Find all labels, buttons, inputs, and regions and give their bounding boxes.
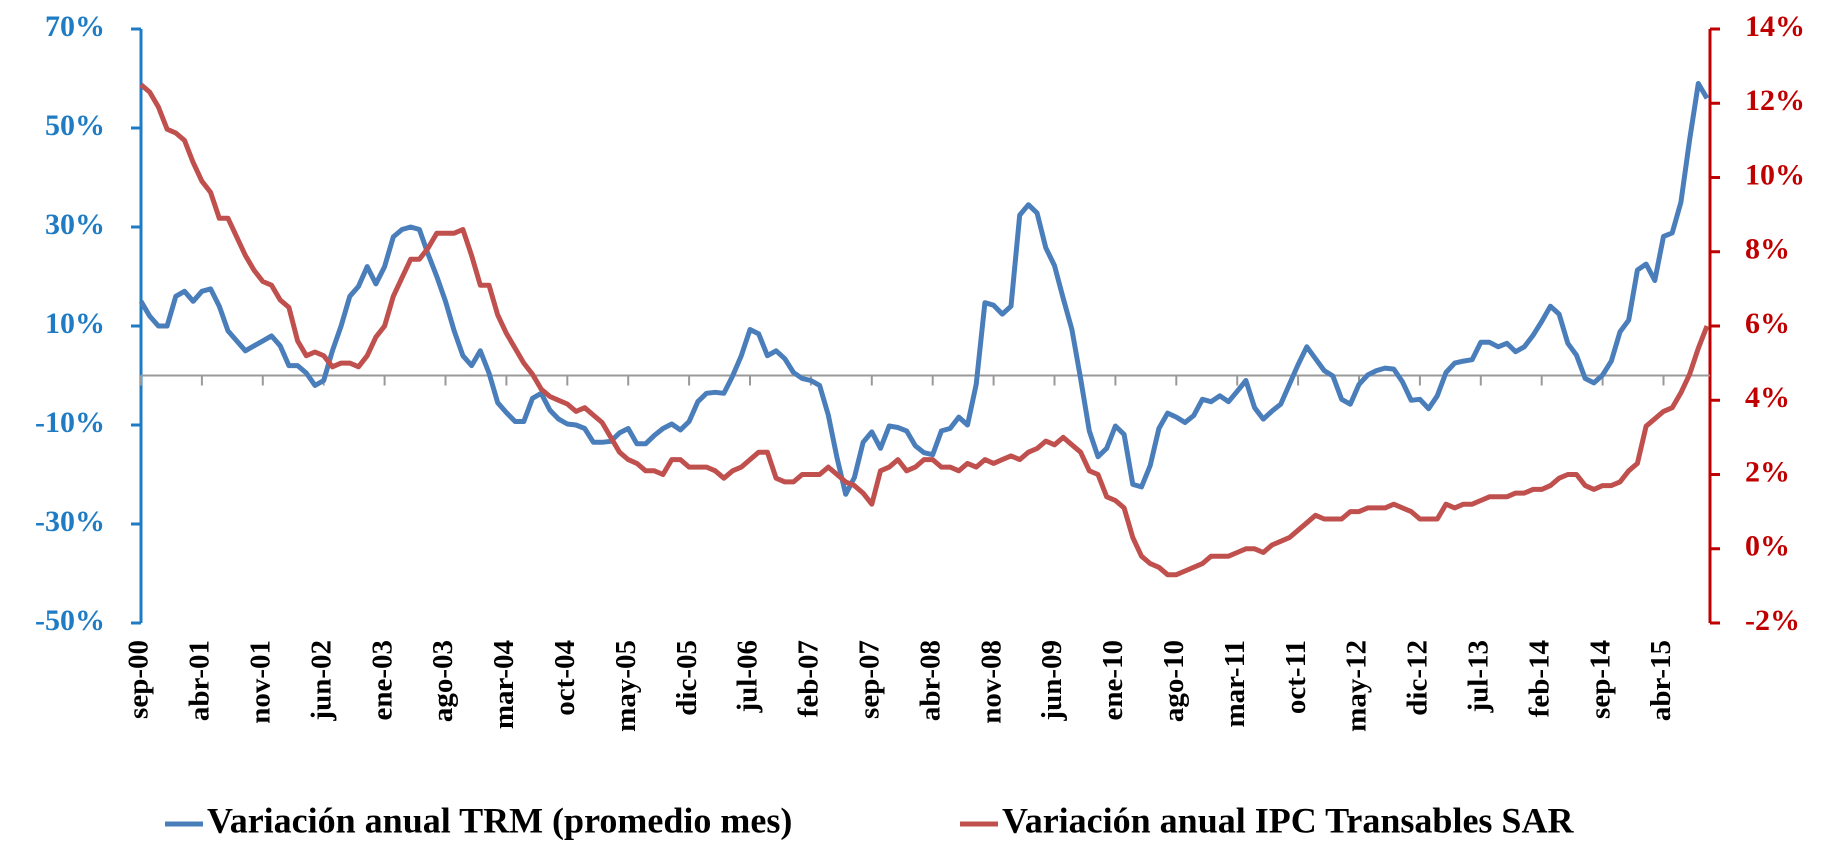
x-tick-label: mar-11: [1219, 640, 1251, 728]
legend-label: Variación anual IPC Transables SAR: [1002, 800, 1574, 840]
y2-tick-label: 8%: [1745, 233, 1790, 266]
x-tick-label: nov-01: [244, 640, 276, 724]
y2-tick-label: 14%: [1745, 10, 1805, 43]
y2-tick-label: 4%: [1745, 381, 1790, 414]
x-tick-label: may-12: [1341, 640, 1373, 732]
series-line: [139, 82, 1710, 578]
y-tick-label: -50%: [35, 604, 105, 637]
x-tick-label: mar-04: [488, 640, 520, 729]
x-tick-label: ene-03: [366, 640, 398, 721]
y-tick-label: 50%: [45, 109, 105, 142]
x-tick-label: feb-14: [1523, 640, 1555, 717]
x-tick-label: sep-00: [123, 640, 155, 719]
x-tick-label: feb-07: [793, 640, 825, 717]
y-tick-label: 70%: [45, 10, 105, 43]
y2-tick-label: 0%: [1745, 530, 1790, 563]
x-tick-label: sep-07: [853, 640, 885, 719]
x-tick-label: dic-12: [1402, 640, 1434, 716]
x-tick-label: sep-14: [1584, 640, 1616, 719]
x-tick-label: jul-06: [732, 640, 764, 714]
x-tick-label: jul-13: [1462, 640, 1494, 714]
x-tick-label: abr-15: [1645, 640, 1677, 721]
y-tick-label: -30%: [35, 505, 105, 538]
x-tick-label: nov-08: [975, 640, 1007, 724]
x-tick-label: abr-01: [184, 640, 216, 721]
y2-tick-label: 2%: [1745, 455, 1790, 488]
series-line: [138, 81, 1710, 497]
x-tick-label: oct-04: [549, 640, 581, 716]
y-tick-label: 10%: [45, 307, 105, 340]
y2-tick-label: 6%: [1745, 307, 1790, 340]
y2-tick-label: 12%: [1745, 84, 1805, 117]
x-tick-label: ago-10: [1158, 640, 1190, 722]
y2-tick-label: 10%: [1745, 158, 1805, 191]
x-tick-label: ene-10: [1097, 640, 1129, 721]
x-tick-label: jun-09: [1036, 640, 1068, 722]
x-tick-label: oct-11: [1280, 640, 1312, 714]
x-tick-label: ago-03: [427, 640, 459, 722]
x-tick-label: jun-02: [305, 640, 337, 722]
y-tick-label: 30%: [45, 208, 105, 241]
y2-tick-label: -2%: [1745, 604, 1800, 637]
legend-label: Variación anual TRM (promedio mes): [207, 800, 792, 840]
y-tick-label: -10%: [35, 406, 105, 439]
x-tick-label: abr-08: [914, 640, 946, 721]
x-tick-label: dic-05: [671, 640, 703, 716]
x-tick-label: may-05: [610, 640, 642, 732]
